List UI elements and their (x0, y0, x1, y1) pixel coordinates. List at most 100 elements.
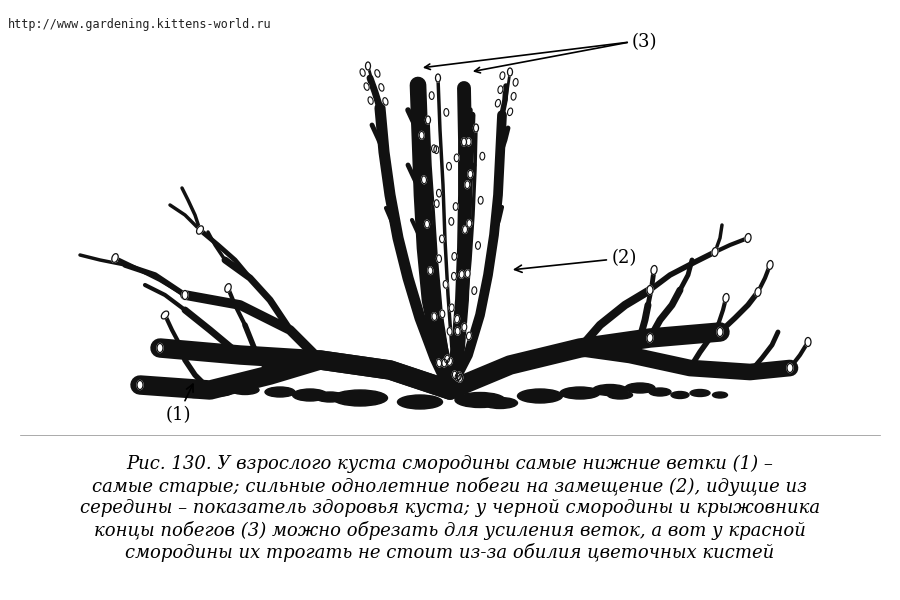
Ellipse shape (787, 364, 793, 373)
Ellipse shape (717, 328, 723, 337)
Ellipse shape (182, 290, 188, 299)
Ellipse shape (513, 79, 518, 86)
Ellipse shape (651, 266, 657, 274)
Ellipse shape (426, 116, 430, 124)
Ellipse shape (439, 235, 445, 243)
Ellipse shape (454, 154, 459, 162)
Ellipse shape (647, 286, 653, 295)
Ellipse shape (231, 385, 259, 395)
Ellipse shape (518, 389, 562, 403)
Ellipse shape (443, 281, 448, 288)
Ellipse shape (161, 311, 168, 319)
Ellipse shape (755, 287, 761, 296)
Ellipse shape (462, 138, 466, 146)
Ellipse shape (421, 176, 427, 184)
Ellipse shape (767, 260, 773, 269)
Ellipse shape (112, 254, 118, 262)
Ellipse shape (453, 371, 457, 379)
Ellipse shape (455, 373, 460, 381)
Ellipse shape (465, 270, 470, 277)
Ellipse shape (462, 323, 467, 331)
Ellipse shape (608, 391, 633, 399)
Ellipse shape (454, 203, 458, 211)
Ellipse shape (436, 74, 440, 82)
Ellipse shape (511, 92, 516, 100)
Ellipse shape (429, 92, 434, 100)
Ellipse shape (434, 146, 439, 154)
Ellipse shape (449, 304, 454, 311)
Ellipse shape (466, 332, 472, 340)
Ellipse shape (454, 315, 460, 323)
Ellipse shape (560, 387, 600, 399)
Ellipse shape (444, 109, 449, 116)
Ellipse shape (360, 69, 365, 76)
Text: http://www.gardening.kittens-world.ru: http://www.gardening.kittens-world.ru (8, 18, 272, 31)
Ellipse shape (440, 310, 445, 317)
Ellipse shape (508, 108, 513, 116)
Ellipse shape (690, 389, 710, 397)
Ellipse shape (436, 255, 442, 263)
Ellipse shape (315, 392, 345, 402)
Ellipse shape (157, 343, 163, 352)
Ellipse shape (442, 359, 446, 367)
Text: самые старые; сильные однолетние побеги на замещение (2), идущие из: самые старые; сильные однолетние побеги … (93, 477, 807, 496)
Ellipse shape (713, 392, 727, 398)
Ellipse shape (452, 272, 456, 280)
Ellipse shape (625, 383, 655, 393)
Text: концы побегов (3) можно обрезать для усиления веток, а вот у красной: концы побегов (3) можно обрезать для уси… (94, 521, 806, 540)
Ellipse shape (466, 138, 471, 146)
Ellipse shape (468, 170, 472, 178)
Ellipse shape (446, 163, 452, 170)
Ellipse shape (472, 287, 477, 295)
Ellipse shape (434, 200, 439, 208)
Text: Рис. 130. У взрослого куста смородины самые нижние ветки (1) –: Рис. 130. У взрослого куста смородины са… (127, 455, 773, 473)
Ellipse shape (196, 226, 203, 234)
Text: (2): (2) (515, 249, 637, 272)
Ellipse shape (478, 196, 483, 204)
Ellipse shape (805, 337, 811, 346)
Ellipse shape (374, 70, 380, 77)
Ellipse shape (436, 359, 442, 367)
Text: смородины их трогать не стоит из-за обилия цветочных кистей: смородины их трогать не стоит из-за обил… (125, 543, 775, 562)
Text: (3): (3) (632, 33, 658, 51)
Ellipse shape (495, 100, 500, 107)
Ellipse shape (498, 86, 503, 94)
Ellipse shape (455, 328, 460, 335)
Ellipse shape (379, 83, 384, 91)
Ellipse shape (447, 358, 453, 365)
Ellipse shape (452, 253, 457, 260)
Ellipse shape (432, 145, 436, 152)
Ellipse shape (436, 190, 441, 197)
Ellipse shape (428, 267, 433, 274)
Ellipse shape (457, 374, 463, 382)
Ellipse shape (592, 385, 627, 395)
Ellipse shape (500, 72, 505, 80)
Ellipse shape (671, 391, 689, 398)
Ellipse shape (398, 395, 443, 409)
Ellipse shape (382, 98, 388, 105)
Text: середины – показатель здоровья куста; у черной смородины и крыжовника: середины – показатель здоровья куста; у … (80, 499, 820, 517)
Ellipse shape (265, 387, 295, 397)
Ellipse shape (456, 372, 462, 380)
Ellipse shape (712, 248, 718, 256)
Ellipse shape (508, 68, 512, 76)
Ellipse shape (467, 220, 472, 227)
Ellipse shape (292, 389, 328, 401)
Ellipse shape (463, 226, 467, 233)
Ellipse shape (368, 97, 373, 104)
Ellipse shape (745, 233, 751, 242)
Ellipse shape (208, 388, 232, 396)
Ellipse shape (480, 152, 485, 160)
Ellipse shape (455, 392, 505, 407)
Ellipse shape (473, 124, 479, 132)
Ellipse shape (445, 355, 449, 363)
Ellipse shape (137, 380, 143, 389)
Ellipse shape (459, 271, 464, 278)
Ellipse shape (449, 218, 454, 225)
Ellipse shape (482, 397, 518, 409)
Ellipse shape (649, 388, 671, 396)
Ellipse shape (475, 242, 481, 250)
Ellipse shape (332, 390, 388, 406)
Ellipse shape (647, 334, 653, 343)
Ellipse shape (425, 220, 429, 228)
